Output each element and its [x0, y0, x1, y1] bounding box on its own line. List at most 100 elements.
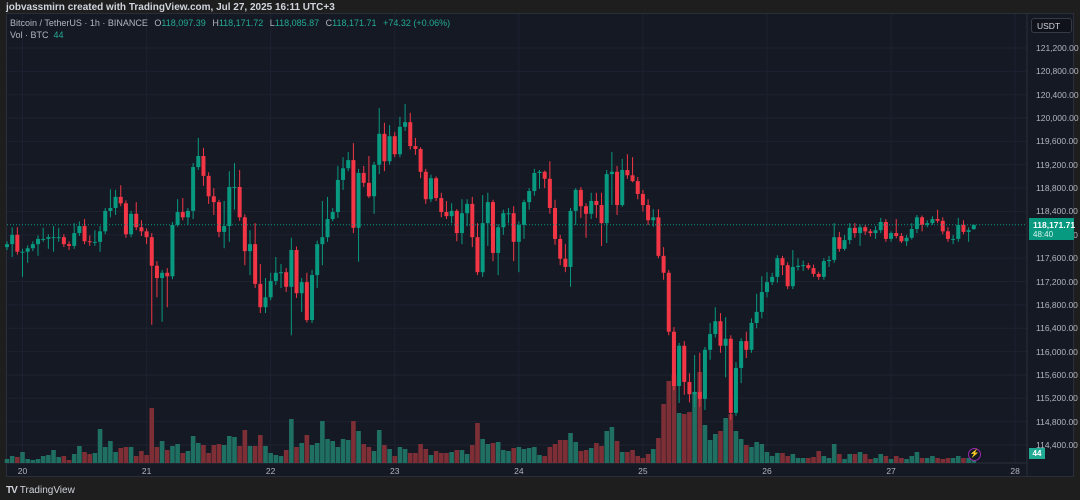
candle-up	[92, 241, 97, 243]
candle-down	[894, 233, 899, 236]
volume-bar	[61, 456, 67, 463]
low-label: L	[269, 18, 275, 28]
candle-down	[511, 213, 516, 242]
volume-bar	[940, 459, 946, 463]
candle-down	[67, 244, 72, 246]
candle-up	[325, 219, 330, 238]
volume-bar	[837, 454, 842, 463]
candle-down	[661, 255, 666, 273]
volume-bar	[826, 458, 832, 463]
volume-bar	[459, 450, 465, 463]
volume-bar	[687, 412, 692, 463]
candle-up	[749, 322, 754, 350]
volume-bar	[376, 430, 382, 463]
price-tick-label: 119,600.00	[1036, 136, 1078, 147]
volume-bar	[594, 443, 599, 463]
candle-up	[516, 224, 521, 242]
candle-down	[408, 122, 413, 147]
candle-up	[485, 202, 490, 224]
volume-bar	[800, 458, 806, 463]
candle-up	[759, 292, 764, 312]
time-axis-label: 23	[390, 466, 400, 476]
candle-up	[651, 217, 656, 221]
candle-down	[594, 200, 599, 206]
candle-up	[129, 213, 134, 235]
candle-down	[578, 189, 583, 207]
candle-up	[330, 212, 335, 220]
candle-up	[103, 210, 108, 232]
symbol-title[interactable]: Bitcoin / TetherUS · 1h · BINANCE	[10, 18, 148, 28]
volume-bar	[930, 456, 935, 463]
volume-bar	[883, 456, 889, 463]
candle-down	[920, 217, 925, 225]
candle-down	[630, 175, 635, 182]
candle-down	[490, 202, 495, 253]
price-tick-label: 114,800.00	[1036, 416, 1078, 427]
volume-bar	[744, 445, 749, 463]
volume-bar	[35, 459, 41, 463]
last-price-value: 118,171.71	[1033, 219, 1076, 230]
price-tick-label: 116,000.00	[1036, 346, 1078, 357]
volume-bar	[904, 459, 909, 463]
candle-down	[206, 175, 211, 197]
last-price-badge: 118,171.71 48:40	[1029, 217, 1076, 240]
time-axis-label: 27	[886, 466, 896, 476]
candle-down	[547, 178, 552, 208]
volume-bar	[475, 423, 480, 463]
candle-down	[646, 205, 651, 221]
candle-up	[279, 272, 284, 274]
candle-up	[175, 212, 180, 225]
volume-legend-label[interactable]: Vol · BTC	[10, 30, 49, 40]
volume-bar	[506, 451, 511, 463]
candle-down	[584, 206, 589, 214]
volume-bar	[521, 449, 527, 463]
volume-bar	[159, 441, 165, 463]
volume-bar	[133, 456, 139, 463]
candle-down	[139, 227, 144, 232]
candle-up	[770, 276, 775, 283]
volume-bar	[961, 458, 966, 463]
candle-up	[30, 244, 35, 249]
candle-up	[459, 213, 464, 234]
volume-bar	[650, 449, 656, 463]
volume-bar	[950, 458, 956, 463]
lightning-icon[interactable]: ⚡	[968, 448, 981, 461]
currency-button[interactable]: USDT	[1031, 18, 1072, 33]
volume-bar	[361, 444, 367, 463]
chart-panel[interactable]	[6, 13, 1074, 477]
candle-up	[299, 282, 304, 294]
time-axis-label: 26	[762, 466, 772, 476]
volume-bar	[966, 458, 971, 463]
candle-down	[744, 341, 749, 350]
candle-up	[713, 321, 718, 335]
volume-bar	[764, 452, 770, 463]
candle-down	[366, 182, 371, 197]
volume-bar	[893, 456, 899, 463]
volume-bar	[614, 441, 620, 463]
price-tick-label: 117,600.00	[1036, 253, 1078, 264]
volume-bar	[785, 456, 790, 463]
volume-bar	[392, 456, 398, 463]
candle-up	[46, 237, 51, 239]
volume-bar	[423, 449, 429, 463]
volume-bar	[588, 448, 594, 463]
volume-bar	[335, 447, 341, 463]
volume-bar	[842, 459, 847, 463]
volume-bar	[795, 458, 801, 463]
volume-bar	[490, 443, 496, 463]
volume-bar	[775, 453, 780, 463]
volume-bar	[873, 458, 878, 463]
candle-down	[470, 203, 475, 238]
candle-up	[41, 238, 46, 240]
volume-bar	[15, 457, 20, 463]
volume-bar	[190, 436, 196, 463]
candle-up	[372, 164, 377, 197]
volume-bar	[806, 458, 811, 463]
candle-down	[258, 283, 263, 308]
volume-bar	[485, 444, 491, 463]
volume-bar	[878, 454, 884, 463]
candle-down	[780, 258, 785, 266]
candle-up	[842, 240, 847, 249]
volume-bar	[252, 446, 258, 463]
